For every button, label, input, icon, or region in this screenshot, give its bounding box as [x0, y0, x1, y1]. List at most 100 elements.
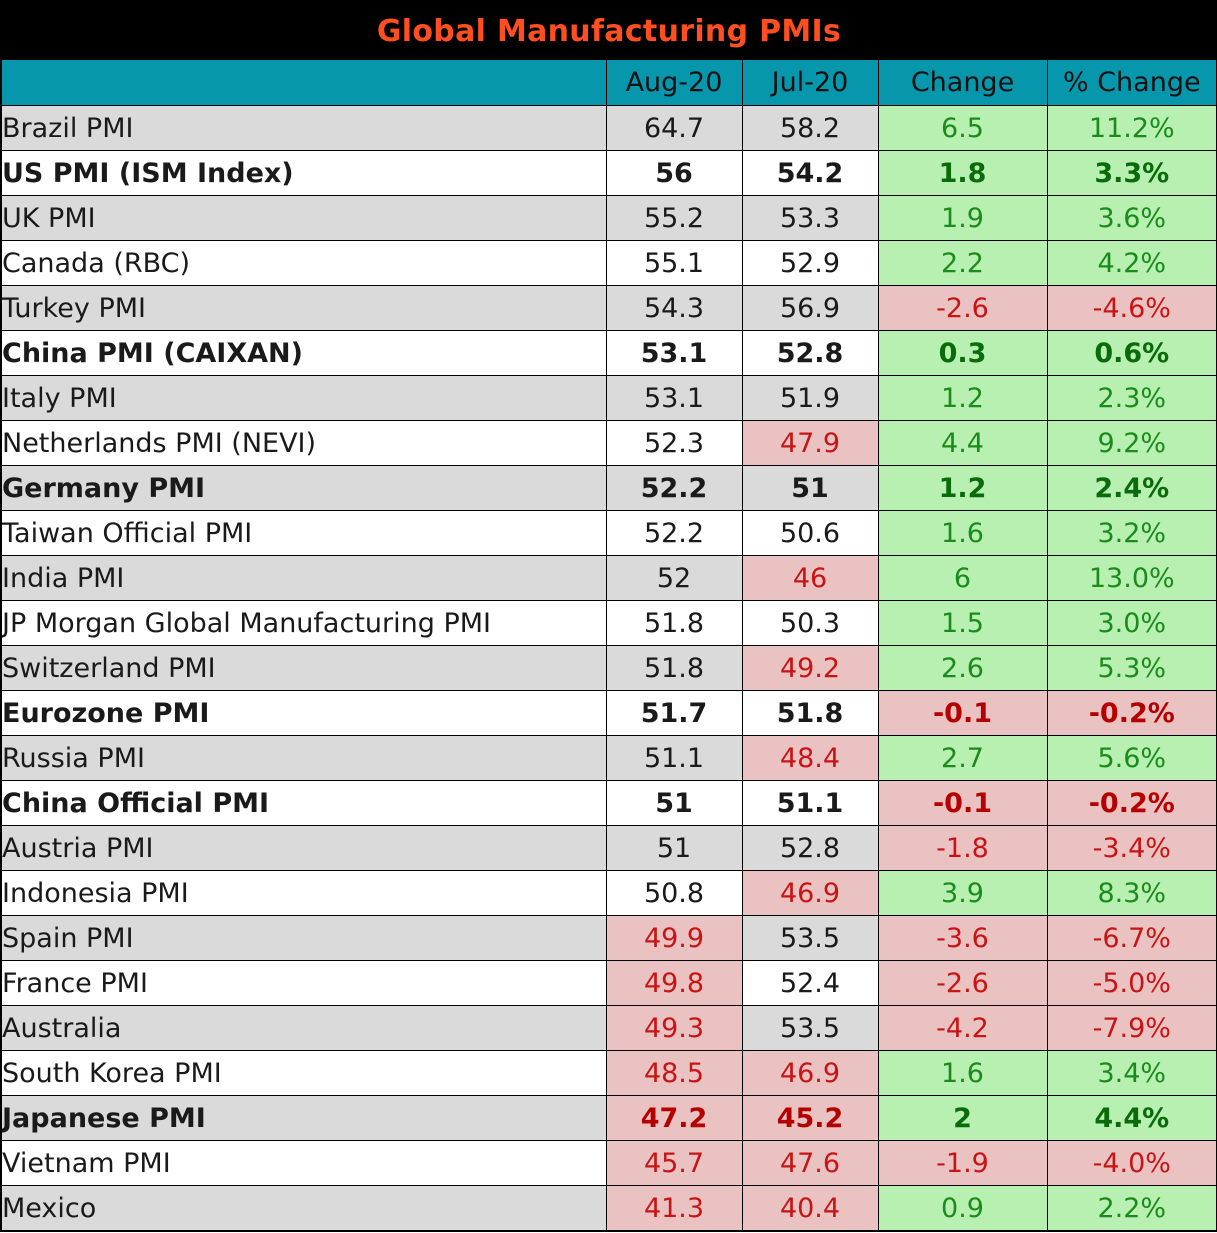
- jul-20-value-cell: 45.2: [741, 1095, 878, 1141]
- change-value-cell: -0.1: [877, 780, 1047, 826]
- aug-20-value-cell: 51: [605, 825, 742, 871]
- change-value-cell: 2.6: [877, 645, 1047, 691]
- jul-20-value-cell: 50.6: [741, 510, 878, 556]
- table-row: Austria PMI 51 52.8 -1.8 -3.4%: [1, 825, 1217, 871]
- jul-20-value-cell: 46.9: [741, 870, 878, 916]
- change-value-cell: -2.6: [877, 285, 1047, 331]
- pct-change-value-cell: 13.0%: [1046, 555, 1217, 601]
- country-name-cell: US PMI (ISM Index): [1, 150, 606, 196]
- change-value-cell: 1.9: [877, 195, 1047, 241]
- jul-20-value-cell: 46.9: [741, 1050, 878, 1096]
- jul-20-value-cell: 56.9: [741, 285, 878, 331]
- country-name-cell: Austria PMI: [1, 825, 606, 871]
- aug-20-value-cell: 52.2: [605, 510, 742, 556]
- aug-20-value-cell: 54.3: [605, 285, 742, 331]
- change-value-cell: -4.2: [877, 1005, 1047, 1051]
- jul-20-value-cell: 53.3: [741, 195, 878, 241]
- change-value-cell: 2: [877, 1095, 1047, 1141]
- pct-change-value-cell: 2.4%: [1046, 465, 1217, 511]
- change-value-cell: -3.6: [877, 915, 1047, 961]
- pct-change-value-cell: 0.6%: [1046, 330, 1217, 376]
- pct-change-value-cell: -0.2%: [1046, 690, 1217, 736]
- pct-change-value-cell: -3.4%: [1046, 825, 1217, 871]
- table-row: UK PMI 55.2 53.3 1.9 3.6%: [1, 195, 1217, 241]
- jul-20-value-cell: 47.6: [741, 1140, 878, 1186]
- header-pct-change: % Change: [1046, 60, 1217, 106]
- country-name-cell: China PMI (CAIXAN): [1, 330, 606, 376]
- pct-change-value-cell: -4.0%: [1046, 1140, 1217, 1186]
- aug-20-value-cell: 51.8: [605, 600, 742, 646]
- change-value-cell: 0.9: [877, 1185, 1047, 1231]
- jul-20-value-cell: 48.4: [741, 735, 878, 781]
- jul-20-value-cell: 49.2: [741, 645, 878, 691]
- aug-20-value-cell: 48.5: [605, 1050, 742, 1096]
- change-value-cell: 0.3: [877, 330, 1047, 376]
- jul-20-value-cell: 52.8: [741, 330, 878, 376]
- table-row: Germany PMI 52.2 51 1.2 2.4%: [1, 465, 1217, 511]
- aug-20-value-cell: 55.1: [605, 240, 742, 286]
- jul-20-value-cell: 51.8: [741, 690, 878, 736]
- pct-change-value-cell: -5.0%: [1046, 960, 1217, 1006]
- aug-20-value-cell: 51.7: [605, 690, 742, 736]
- country-name-cell: Italy PMI: [1, 375, 606, 421]
- country-name-cell: Vietnam PMI: [1, 1140, 606, 1186]
- pct-change-value-cell: -7.9%: [1046, 1005, 1217, 1051]
- change-value-cell: -0.1: [877, 690, 1047, 736]
- aug-20-value-cell: 49.8: [605, 960, 742, 1006]
- pct-change-value-cell: -4.6%: [1046, 285, 1217, 331]
- table-row: Brazil PMI 64.7 58.2 6.5 11.2%: [1, 105, 1217, 151]
- country-name-cell: Switzerland PMI: [1, 645, 606, 691]
- change-value-cell: 6: [877, 555, 1047, 601]
- table-row: China Official PMI 51 51.1 -0.1 -0.2%: [1, 780, 1217, 826]
- jul-20-value-cell: 58.2: [741, 105, 878, 151]
- country-name-cell: South Korea PMI: [1, 1050, 606, 1096]
- country-name-cell: Russia PMI: [1, 735, 606, 781]
- pct-change-value-cell: -0.2%: [1046, 780, 1217, 826]
- country-name-cell: JP Morgan Global Manufacturing PMI: [1, 600, 606, 646]
- table-row: Canada (RBC) 55.1 52.9 2.2 4.2%: [1, 240, 1217, 286]
- country-name-cell: Brazil PMI: [1, 105, 606, 151]
- pct-change-value-cell: 3.0%: [1046, 600, 1217, 646]
- table-row: South Korea PMI 48.5 46.9 1.6 3.4%: [1, 1050, 1217, 1096]
- aug-20-value-cell: 55.2: [605, 195, 742, 241]
- aug-20-value-cell: 49.9: [605, 915, 742, 961]
- pct-change-value-cell: 4.4%: [1046, 1095, 1217, 1141]
- change-value-cell: -1.8: [877, 825, 1047, 871]
- aug-20-value-cell: 52.2: [605, 465, 742, 511]
- change-value-cell: 1.8: [877, 150, 1047, 196]
- jul-20-value-cell: 52.8: [741, 825, 878, 871]
- table-body: Brazil PMI 64.7 58.2 6.5 11.2% US PMI (ISM In…: [1, 105, 1217, 1231]
- jul-20-value-cell: 50.3: [741, 600, 878, 646]
- aug-20-value-cell: 47.2: [605, 1095, 742, 1141]
- table-row: Turkey PMI 54.3 56.9 -2.6 -4.6%: [1, 285, 1217, 331]
- change-value-cell: -2.6: [877, 960, 1047, 1006]
- change-value-cell: 1.5: [877, 600, 1047, 646]
- aug-20-value-cell: 50.8: [605, 870, 742, 916]
- header-jul-20: Jul-20: [741, 60, 878, 106]
- country-name-cell: Eurozone PMI: [1, 690, 606, 736]
- table-row: France PMI 49.8 52.4 -2.6 -5.0%: [1, 960, 1217, 1006]
- country-name-cell: India PMI: [1, 555, 606, 601]
- country-name-cell: France PMI: [1, 960, 606, 1006]
- table-row: Vietnam PMI 45.7 47.6 -1.9 -4.0%: [1, 1140, 1217, 1186]
- country-name-cell: Australia: [1, 1005, 606, 1051]
- table-title: Global Manufacturing PMIs: [1, 1, 1217, 60]
- aug-20-value-cell: 41.3: [605, 1185, 742, 1231]
- country-name-cell: Turkey PMI: [1, 285, 606, 331]
- pct-change-value-cell: 3.2%: [1046, 510, 1217, 556]
- country-name-cell: UK PMI: [1, 195, 606, 241]
- aug-20-value-cell: 52.3: [605, 420, 742, 466]
- aug-20-value-cell: 53.1: [605, 330, 742, 376]
- change-value-cell: 2.7: [877, 735, 1047, 781]
- country-name-cell: Netherlands PMI (NEVI): [1, 420, 606, 466]
- aug-20-value-cell: 51: [605, 780, 742, 826]
- pct-change-value-cell: 2.3%: [1046, 375, 1217, 421]
- table-row: Switzerland PMI 51.8 49.2 2.6 5.3%: [1, 645, 1217, 691]
- aug-20-value-cell: 51.8: [605, 645, 742, 691]
- country-name-cell: Indonesia PMI: [1, 870, 606, 916]
- jul-20-value-cell: 51.9: [741, 375, 878, 421]
- pct-change-value-cell: -6.7%: [1046, 915, 1217, 961]
- change-value-cell: 1.2: [877, 375, 1047, 421]
- pct-change-value-cell: 3.4%: [1046, 1050, 1217, 1096]
